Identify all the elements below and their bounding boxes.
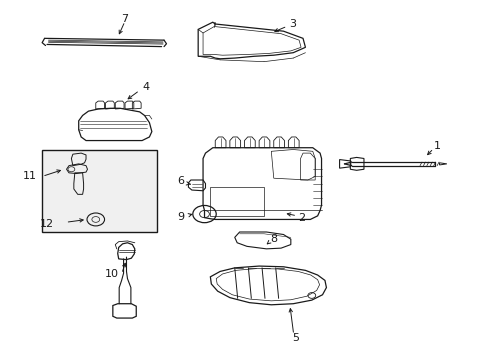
Text: 4: 4	[142, 82, 149, 92]
Text: 5: 5	[292, 333, 299, 343]
Text: 6: 6	[177, 176, 184, 186]
Text: 2: 2	[298, 213, 305, 222]
Text: 3: 3	[288, 19, 295, 29]
Text: 12: 12	[40, 219, 54, 229]
Text: 7: 7	[121, 14, 128, 24]
Text: 11: 11	[22, 171, 37, 181]
Text: 9: 9	[177, 212, 184, 221]
Text: 10: 10	[104, 269, 119, 279]
Text: 1: 1	[433, 141, 440, 151]
Bar	[42, 149, 157, 232]
Text: 8: 8	[270, 234, 277, 244]
